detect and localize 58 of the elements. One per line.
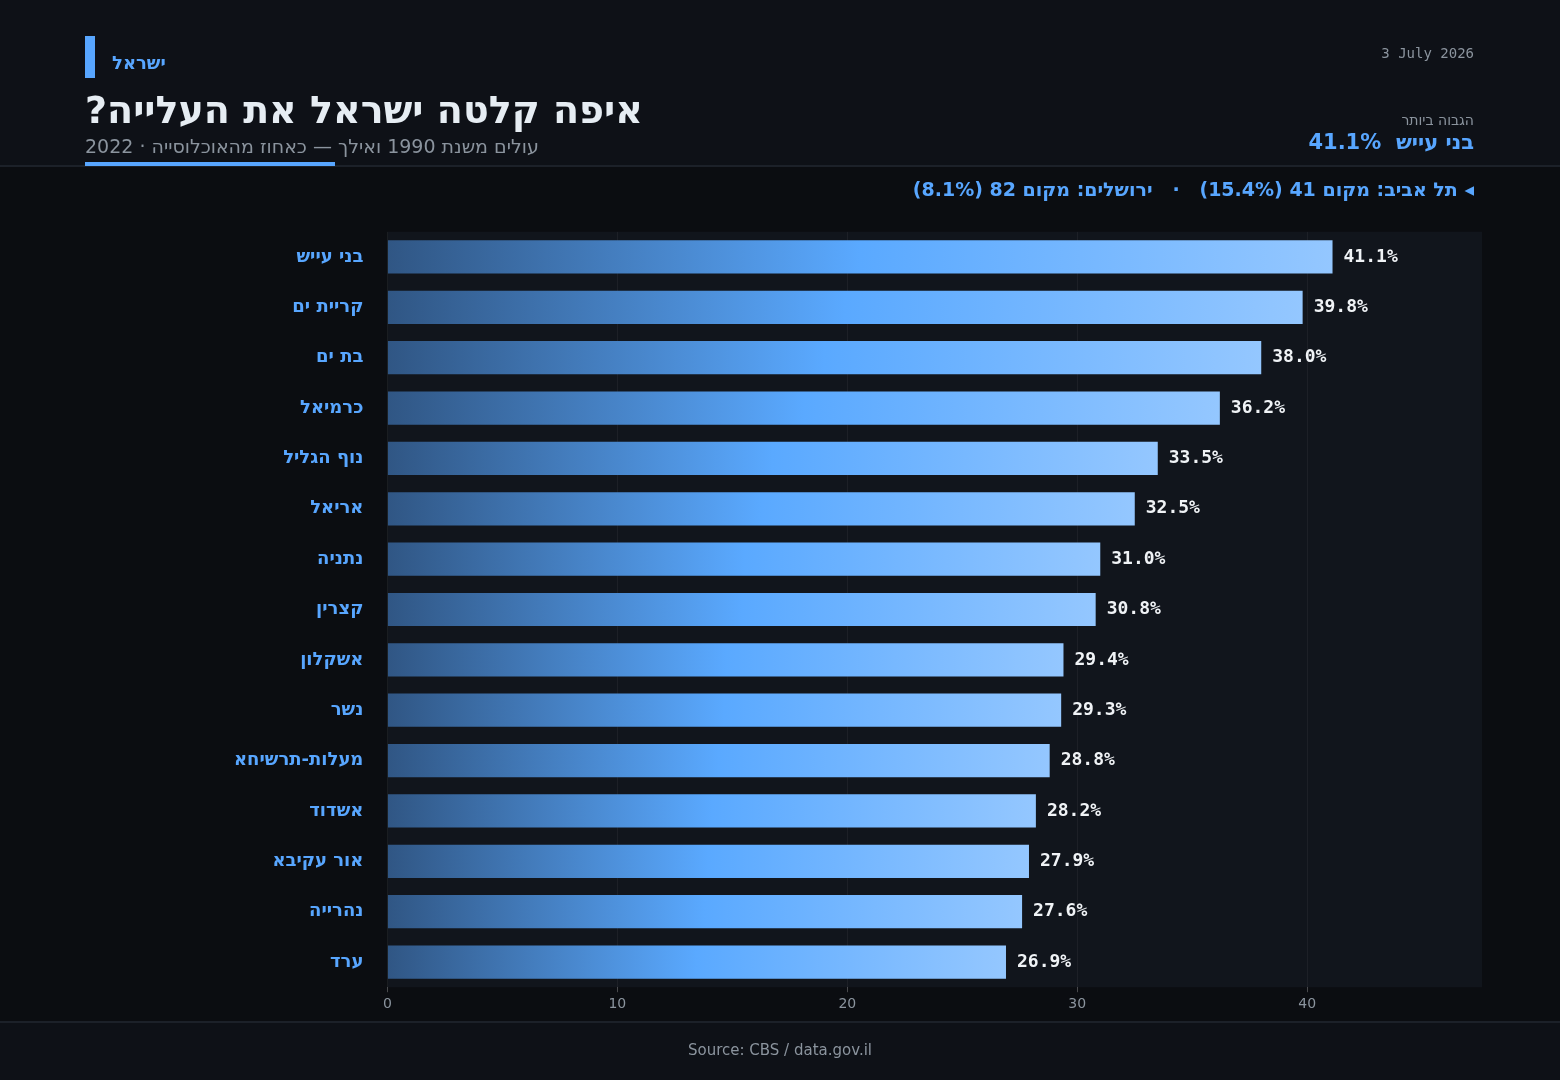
bar — [387, 643, 1064, 677]
bar — [387, 945, 1006, 979]
bar — [387, 290, 1303, 324]
bar — [387, 441, 1158, 476]
bar — [387, 693, 1062, 727]
chart-title: איפה קלטה ישראל את העלייה? — [85, 88, 643, 132]
bar — [387, 844, 1029, 878]
y-tick-label: אור עקיבא — [272, 848, 364, 870]
text: הגבוה ביותר — [1401, 112, 1474, 128]
y-tick-label: נתניה — [317, 546, 364, 568]
y-tick-label: אשקלון — [300, 647, 364, 669]
bar — [387, 240, 1333, 274]
bar — [387, 391, 1220, 425]
data-label: 39.8% — [1313, 295, 1368, 317]
x-tick-label: 20 — [838, 995, 857, 1012]
text: 3 July 2026 — [1381, 45, 1474, 61]
bar — [387, 542, 1101, 576]
x-tick-label: 40 — [1298, 995, 1317, 1012]
y-tick-label: כרמיאל — [300, 395, 364, 417]
y-tick-label: אריאל — [310, 496, 364, 518]
x-tick-label: 30 — [1068, 995, 1087, 1012]
data-label: 28.8% — [1060, 748, 1116, 770]
y-tick-label: ערד — [329, 949, 364, 971]
data-label: 33.5% — [1168, 446, 1224, 468]
data-label: 27.9% — [1039, 848, 1095, 870]
data-label: 26.9% — [1016, 949, 1072, 971]
data-label: 30.8% — [1106, 597, 1162, 619]
data-label: 27.6% — [1033, 899, 1088, 921]
y-tick-label: מעלות-תרשיחא — [234, 748, 364, 770]
bar — [387, 794, 1036, 828]
data-label: 32.5% — [1145, 496, 1201, 518]
text: בני עייש 41.1% — [1308, 130, 1474, 154]
y-tick-label: בני עייש — [296, 244, 364, 266]
text: ◂ תל אביב: מקום 41 (15.4%) · ירושלים: מקום 82 (8.1%) — [912, 178, 1474, 200]
data-label: 36.2% — [1230, 395, 1286, 417]
bar — [387, 895, 1023, 929]
source-note: Source: CBS / data.gov.il — [687, 1041, 873, 1059]
x-tick-label: 0 — [382, 995, 392, 1012]
data-label: 38.0% — [1272, 345, 1327, 367]
x-tick-label: 10 — [608, 995, 627, 1012]
y-tick-label: נשר — [330, 697, 364, 719]
bar — [387, 592, 1096, 627]
y-tick-label: בת ים — [316, 345, 364, 367]
bar — [387, 743, 1050, 778]
y-tick-label: אשדוד — [309, 798, 364, 820]
data-label: 29.4% — [1074, 647, 1129, 669]
data-label: 41.1% — [1343, 244, 1398, 266]
bar — [387, 341, 1262, 375]
y-tick-label: נוף הגליל — [283, 446, 364, 468]
y-tick-label: קצרין — [316, 597, 364, 619]
text: ישראל — [112, 52, 166, 73]
y-tick-label: קריית ים — [292, 295, 364, 317]
bar — [387, 492, 1135, 526]
chart-subtitle: עולים משנת 1990 ואילך — כאחוז מהאוכלוסייה · 2022 — [85, 135, 539, 157]
data-label: 29.3% — [1072, 697, 1127, 719]
data-label: 28.2% — [1046, 798, 1102, 820]
data-label: 31.0% — [1111, 546, 1166, 568]
y-tick-label: נהרייה — [309, 899, 364, 921]
